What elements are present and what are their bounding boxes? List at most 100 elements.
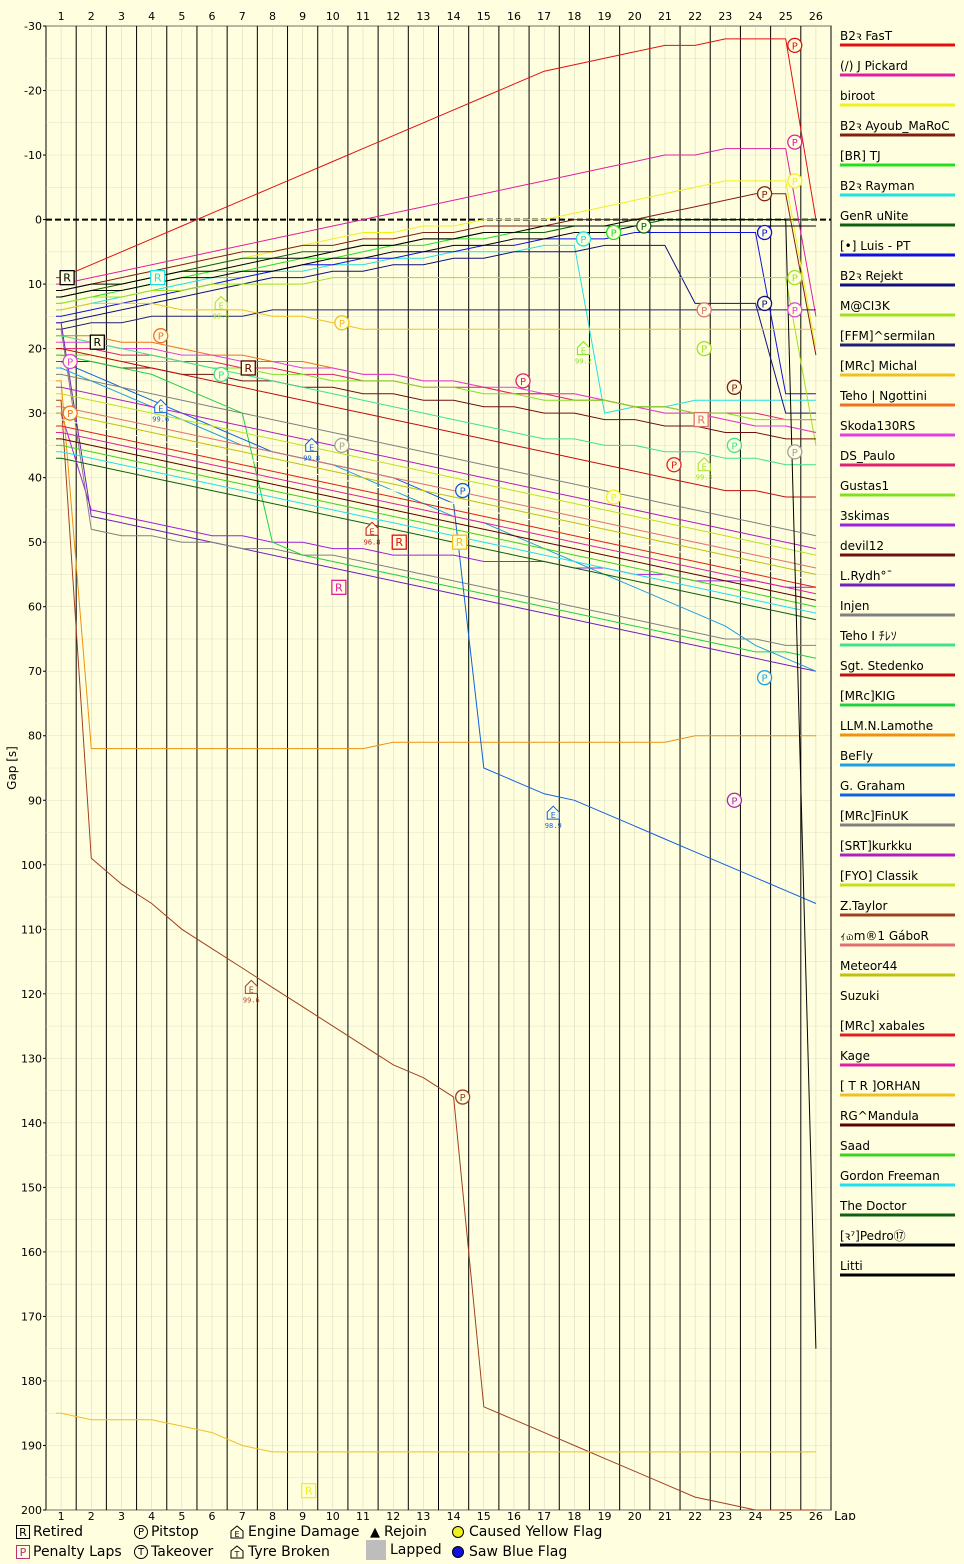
pitstop-marker-label: P [611, 228, 617, 239]
x-tick-label-bottom: 12 [386, 1510, 400, 1520]
legend-entry-label: L.Rydh°¯ [840, 569, 893, 583]
legend-entry-label: [MRc]FinUK [840, 809, 909, 823]
retired-marker [301, 1482, 317, 1499]
y-axis-label: Gap [s] [5, 746, 19, 790]
y-tick-label: 60 [28, 601, 42, 614]
engine-damage-marker [546, 805, 560, 820]
pitstop-marker [787, 134, 803, 150]
pitstop-marker-label: P [762, 228, 768, 239]
x-tick-label-bottom: 17 [537, 1510, 551, 1520]
legend-yellow-flag-label: Caused Yellow Flag [469, 1524, 603, 1540]
engine-damage-marker [697, 457, 711, 472]
x-tick-label-bottom: 8 [269, 1510, 276, 1520]
pitstop-marker-label: P [701, 306, 707, 317]
pitstop-marker-label: P [218, 370, 224, 381]
x-tick-label-top: 16 [507, 10, 521, 23]
engine-damage-marker [365, 521, 379, 536]
legend-entry-label: GenR uNite [840, 209, 908, 223]
engine-damage-marker [305, 437, 319, 452]
x-tick-label-bottom: 26 [809, 1510, 823, 1520]
pitstop-marker [455, 482, 471, 499]
legend-entry-label: Meteor44 [840, 959, 897, 973]
series-line-33 [56, 425, 817, 588]
x-tick-label-top: 4 [148, 10, 155, 23]
legend-entry-label: Litti [840, 1259, 863, 1273]
pitstop-marker-label: P [580, 235, 586, 246]
engine-damage-letter: E [309, 443, 314, 452]
retired-marker-label: R [456, 536, 464, 549]
retired-marker [451, 534, 468, 550]
legend-entry-label: Sgt. Stedenko [840, 659, 924, 673]
legend-entry-label: Gordon Freeman [840, 1169, 940, 1183]
legend-entry-label: Teho I ﾁﾚｿ [839, 629, 897, 643]
retired-marker [59, 269, 75, 286]
series-line-30 [56, 406, 817, 569]
legend-blue-flag-label: Saw Blue Flag [469, 1544, 568, 1560]
legend-rejoin-label: Rejoin [384, 1524, 427, 1540]
x-tick-label-bottom: 19 [598, 1510, 612, 1520]
legend-engine-damage-label: Engine Damage [248, 1524, 360, 1540]
series-line-9 [56, 277, 817, 446]
pitstop-marker [787, 173, 803, 189]
legend-entry-label: [•] Luis - PT [840, 239, 911, 253]
legend-entry-label: LLM.N.Lamothe [840, 719, 933, 733]
legend-entry-label: [SRT]kurkku [840, 839, 912, 853]
x-tick-label-top: 8 [269, 10, 276, 23]
x-tick-label-bottom: 16 [507, 1510, 521, 1520]
legend-entry-label: 3skimas [840, 509, 889, 523]
x-tick-label-top: 26 [809, 10, 823, 23]
series-line-10 [56, 309, 816, 330]
engine-damage-value: 96.8 [364, 538, 381, 546]
svg-text:E: E [234, 1530, 239, 1539]
engine-damage-value: 98.9 [545, 822, 562, 830]
engine-damage-icon: E [230, 1525, 244, 1539]
retired-marker-label: R [93, 336, 101, 349]
legend-entry-label: B2ꝛ Rayman [840, 179, 915, 193]
pitstop-marker-label: P [67, 358, 73, 369]
x-tick-label-top: 2 [88, 10, 95, 23]
legend-entry-label: BeFly [840, 749, 873, 763]
x-tick-label-bottom: 18 [567, 1510, 581, 1520]
x-tick-label-top: 23 [718, 10, 732, 23]
retired-marker [693, 411, 709, 428]
pitstop-marker-label: P [762, 674, 768, 685]
x-tick-label-bottom: 25 [779, 1510, 793, 1520]
x-tick-label-bottom: 15 [477, 1510, 491, 1520]
pitstop-marker [605, 224, 622, 241]
series-line-20 [56, 335, 816, 466]
x-tick-label-top: 22 [688, 10, 702, 23]
legend-rejoin: ▲ Rejoin [370, 1524, 427, 1540]
x-tick-label-bottom: 4 [148, 1510, 155, 1520]
series-line-18 [56, 322, 817, 672]
series-line-11 [56, 302, 816, 330]
pitstop-marker [787, 444, 803, 460]
legend-entry-label: (/) J Pickard [840, 59, 908, 73]
pitstop-marker-label: P [671, 461, 677, 472]
legend-entry-label: M@CI3K [840, 299, 891, 313]
legend-entry-label: G. Graham [840, 779, 905, 793]
x-tick-label-bottom: 22 [688, 1510, 702, 1520]
series-line-28 [56, 393, 817, 556]
retired-marker [391, 534, 407, 550]
series-line-22 [56, 354, 817, 659]
x-tick-label-top: 9 [299, 10, 306, 23]
pitstop-marker-label: P [792, 306, 798, 317]
pitstop-marker [756, 186, 773, 202]
x-tick-label-bottom: 14 [447, 1510, 461, 1520]
y-tick-label: 130 [21, 1052, 42, 1065]
series-line-23 [56, 380, 816, 750]
series-line-35 [56, 1412, 816, 1453]
tyre-broken-icon: T [230, 1545, 244, 1559]
pitstop-marker [756, 670, 773, 686]
legend-entry-label: devil12 [840, 539, 884, 553]
legend-blue-flag: Saw Blue Flag [452, 1544, 567, 1560]
retired-marker [89, 334, 105, 350]
x-tick-label-top: 25 [779, 10, 793, 23]
y-tick-label: 50 [28, 536, 42, 549]
legend-entry-label: [ꝛ⁷]Pedro⑰ [840, 1229, 906, 1243]
engine-damage-value: 99.6 [213, 312, 230, 320]
legend-entry-label: Kage [840, 1049, 870, 1063]
legend-entry-label: Z.Taylor [840, 899, 888, 913]
pitstop-marker-label: P [792, 41, 798, 52]
pitstop-marker [726, 792, 743, 808]
